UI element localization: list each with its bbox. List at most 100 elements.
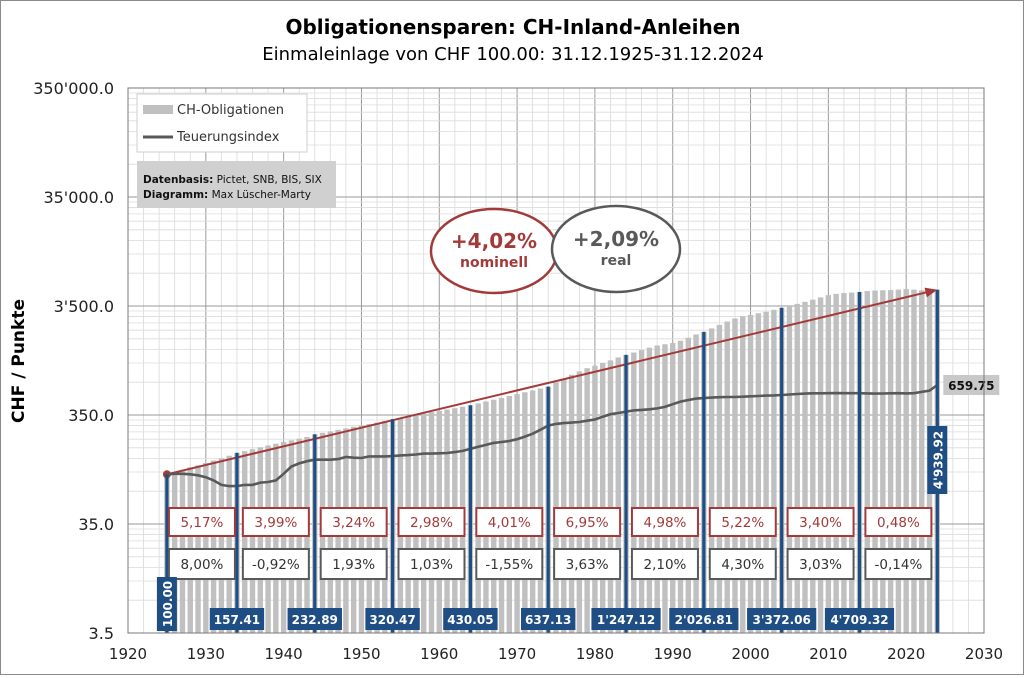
nominal-rate: 5,17% <box>180 515 223 531</box>
value-label-box <box>443 608 498 630</box>
nominal-rate-box <box>553 507 622 537</box>
nominal-rate-box <box>475 507 544 537</box>
x-tick-label: 1960 <box>420 645 458 663</box>
bond-bar <box>747 314 754 633</box>
highlight-bar-1974 <box>546 386 550 633</box>
y-axis-label: CHF / Punkte <box>9 299 29 423</box>
nominal-rate: 3,24% <box>332 515 375 531</box>
value-label-box <box>824 608 895 630</box>
bond-bar <box>880 290 886 633</box>
bond-bar <box>755 313 762 633</box>
legend-bars-label: CH-Obligationen <box>177 103 284 118</box>
nominal-rate: 3,99% <box>254 515 297 531</box>
bond-bar <box>708 328 715 633</box>
bond-bar <box>607 360 614 633</box>
bond-bar <box>203 462 209 633</box>
highlight-bar-1984 <box>624 354 628 633</box>
real-rate: 3,63% <box>566 557 609 573</box>
highlight-bar-1925 <box>165 474 169 633</box>
x-tick-label: 1930 <box>187 645 225 663</box>
bond-bar <box>242 451 248 633</box>
axes: 1920 1930 1940 1950 1960 1970 1980 1990 2000 2010… <box>33 79 1003 663</box>
x-tick-label: 1990 <box>654 645 692 663</box>
bond-bar <box>226 455 232 633</box>
value-label-box <box>521 608 576 630</box>
trend-line <box>166 289 934 476</box>
bond-bar <box>810 299 816 633</box>
real-rate-box <box>786 548 855 580</box>
nominal-rate-box <box>708 507 777 537</box>
bond-bar <box>280 441 287 633</box>
real-rate: 1,03% <box>410 557 453 573</box>
source-data-text: Pictet, SNB, BIS, SIX <box>213 174 322 186</box>
nominal-rate-value: +4,02% <box>451 229 537 253</box>
real-rate-value: +2,09% <box>573 227 659 251</box>
bond-bar <box>670 343 676 633</box>
highlight-bar-1954 <box>390 419 395 633</box>
real-rate: -0,92% <box>252 557 300 573</box>
bond-bar <box>646 347 653 633</box>
nominal-rate-box <box>241 507 310 537</box>
bond-bar <box>615 357 621 633</box>
nominal-rate: 4,01% <box>488 515 531 531</box>
value-label-box <box>287 608 342 630</box>
real-rate-box <box>475 548 544 580</box>
bond-bar <box>584 368 590 633</box>
bond-bar <box>561 378 567 633</box>
inflation-series-line <box>166 383 939 488</box>
x-tick-label: 2010 <box>809 645 847 663</box>
bond-bar <box>631 352 637 633</box>
bond-bar <box>794 303 800 633</box>
nominal-rate: 0,48% <box>877 515 920 531</box>
bond-bar <box>685 337 691 633</box>
y-tick-label: 35'000.0 <box>43 188 114 207</box>
bond-bar <box>724 321 730 633</box>
real-rate: 3,03% <box>799 557 842 573</box>
source-data-label: Datenbasis: <box>143 174 213 186</box>
bond-bar <box>833 293 839 633</box>
line-end-label-box <box>943 374 1000 395</box>
nominal-rate-box <box>630 507 699 537</box>
highlight-bar-1994 <box>702 331 706 633</box>
real-rate: -1,55% <box>485 557 533 573</box>
highlight-bar-2014 <box>857 291 862 633</box>
bond-bar <box>825 295 832 633</box>
bond-bar <box>210 460 217 633</box>
bond-bar <box>693 334 699 633</box>
y-tick-label: 35.0 <box>78 515 114 534</box>
x-tick-label: 1970 <box>498 645 536 663</box>
value-label-box <box>669 608 739 630</box>
real-rate-box <box>708 548 777 580</box>
y-tick-label: 350'000.0 <box>33 79 114 98</box>
bond-bar <box>817 297 824 633</box>
chart-subtitle: Einmaleinlage von CHF 100.00: 31.12.1925… <box>262 44 763 65</box>
x-tick-label: 1950 <box>342 645 380 663</box>
highlight-bar-1964 <box>468 405 472 633</box>
bond-bar <box>249 449 256 633</box>
bond-bar <box>903 289 909 633</box>
bond-bar <box>887 290 894 633</box>
real-rate-box <box>553 548 622 580</box>
value-label-box <box>927 426 948 494</box>
value-label: 430.05 <box>447 613 493 627</box>
value-label-box <box>591 608 661 630</box>
source-author-text: Max Lüscher-Marty <box>208 189 311 201</box>
nominal-rate: 2,98% <box>410 515 453 531</box>
trend-arrow <box>162 287 938 479</box>
legend: CH-Obligationen Teuerungsindex <box>136 93 308 153</box>
real-rate-box <box>630 548 699 580</box>
value-label: 100.00 <box>161 581 175 627</box>
bond-bar <box>763 311 769 633</box>
real-rate-box <box>319 548 388 580</box>
plot-border <box>127 87 985 634</box>
value-label: 232.89 <box>292 613 338 627</box>
value-label: 637.13 <box>525 613 571 627</box>
nominal-rate-box <box>864 507 933 537</box>
value-label-box <box>365 608 420 630</box>
real-rate: -0,14% <box>875 557 923 573</box>
nominal-rate-box <box>167 507 236 537</box>
bond-bar <box>740 316 746 633</box>
real-rate: 1,93% <box>332 557 375 573</box>
